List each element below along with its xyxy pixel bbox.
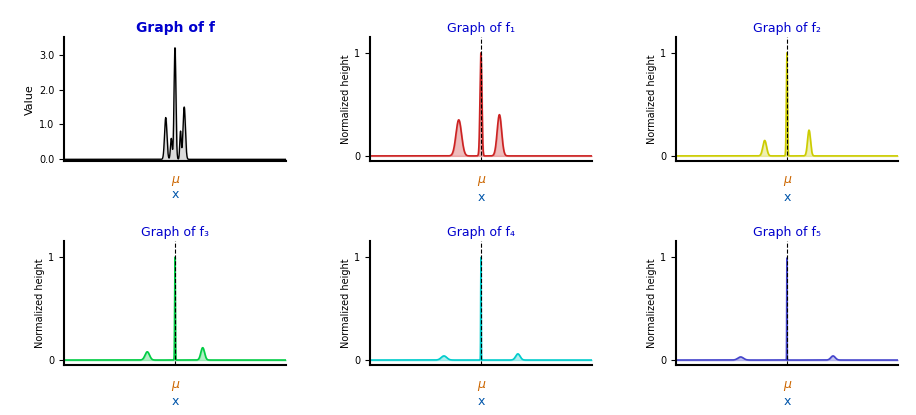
Text: x: x	[477, 395, 485, 408]
Y-axis label: Normalized height: Normalized height	[648, 259, 658, 348]
Text: x: x	[783, 395, 791, 408]
Y-axis label: Value: Value	[25, 84, 35, 115]
Text: x: x	[171, 395, 179, 408]
Text: μ: μ	[171, 173, 179, 186]
Text: x: x	[171, 188, 179, 201]
Title: Graph of f: Graph of f	[136, 21, 214, 35]
Title: Graph of f₄: Graph of f₄	[447, 226, 515, 239]
Text: x: x	[477, 191, 485, 204]
Y-axis label: Normalized height: Normalized height	[342, 259, 352, 348]
Text: μ: μ	[171, 378, 179, 391]
Text: μ: μ	[477, 173, 485, 186]
Y-axis label: Normalized height: Normalized height	[342, 54, 352, 144]
Text: μ: μ	[783, 173, 791, 186]
Title: Graph of f₅: Graph of f₅	[753, 226, 821, 239]
Y-axis label: Normalized height: Normalized height	[36, 259, 46, 348]
Text: x: x	[783, 191, 791, 204]
Title: Graph of f₂: Graph of f₂	[753, 22, 821, 35]
Text: μ: μ	[477, 378, 485, 391]
Title: Graph of f₁: Graph of f₁	[447, 22, 515, 35]
Title: Graph of f₃: Graph of f₃	[141, 226, 209, 239]
Y-axis label: Normalized height: Normalized height	[648, 54, 658, 144]
Text: μ: μ	[783, 378, 791, 391]
